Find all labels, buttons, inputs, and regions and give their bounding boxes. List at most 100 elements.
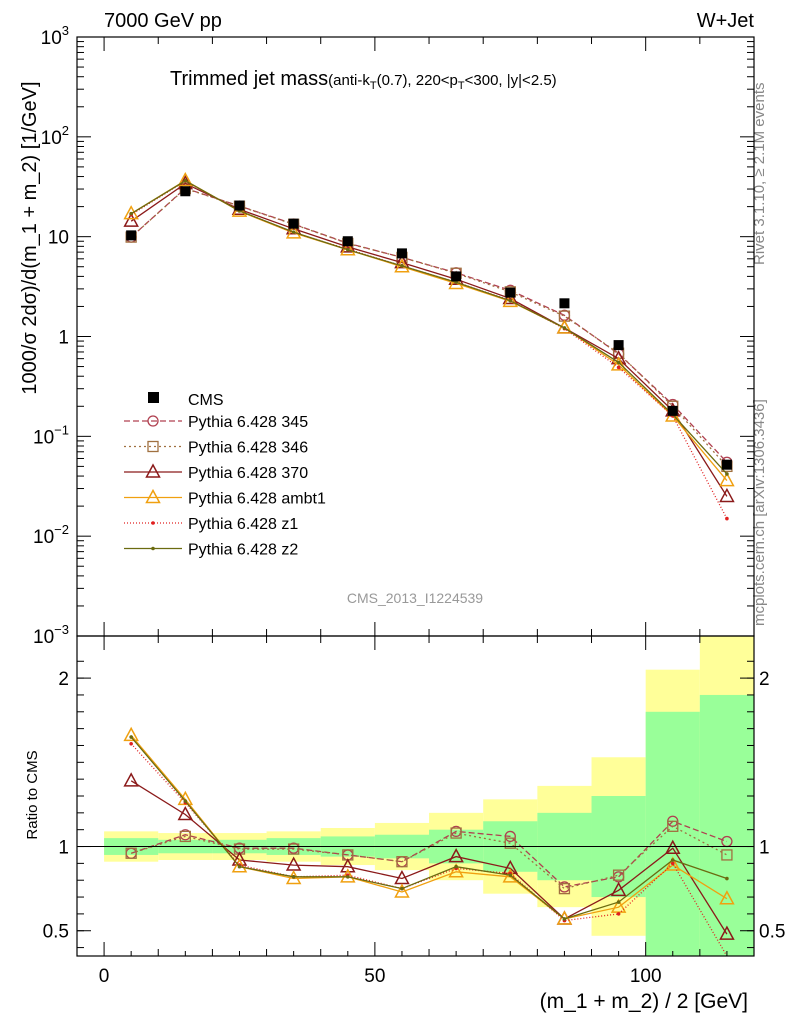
y-tick-label: 10−1 bbox=[33, 422, 69, 448]
ratio-3-point bbox=[285, 869, 302, 885]
ratio-tick-label-right: 1 bbox=[759, 838, 770, 859]
ratio-5-point bbox=[725, 876, 729, 881]
ratio-3-point bbox=[123, 726, 139, 742]
green-band-bin bbox=[645, 711, 700, 956]
legend-label-1: Pythia 6.428 346 bbox=[188, 440, 308, 457]
series-4-point bbox=[616, 365, 621, 370]
ratio-1-point bbox=[721, 849, 733, 861]
ratio-1-point bbox=[125, 847, 137, 859]
ratio-5-point bbox=[183, 799, 188, 803]
series-3-point bbox=[394, 258, 410, 273]
ratio-tick-label: 1 bbox=[58, 838, 69, 859]
ratio-5-point bbox=[129, 735, 133, 739]
ratio-1-point bbox=[396, 856, 408, 868]
uncertainty-bands bbox=[104, 636, 754, 956]
ratio-3-point bbox=[340, 868, 356, 883]
ratio-3-point bbox=[719, 890, 735, 905]
cms-data-point bbox=[451, 271, 462, 282]
x-tick-label: 100 bbox=[630, 966, 662, 987]
ratio-3-point bbox=[394, 883, 410, 898]
ratio-2-point bbox=[610, 881, 627, 897]
ratio-line-1 bbox=[131, 825, 728, 890]
series-3-point bbox=[177, 171, 194, 187]
ratio-5-point bbox=[616, 900, 621, 904]
legend-marker-3 bbox=[145, 488, 161, 504]
cms-data-point bbox=[234, 200, 245, 211]
y-axis-label: 1000/σ 2dσ)/d(m_1 + m_2) [1/GeV] bbox=[19, 81, 41, 394]
ratio-5-point bbox=[400, 886, 404, 891]
cms-data-point bbox=[721, 459, 732, 470]
series-2-point bbox=[719, 487, 735, 503]
legend-marker-4 bbox=[151, 521, 155, 525]
ratio-1-point bbox=[667, 820, 679, 832]
series-3-point bbox=[448, 274, 464, 290]
ratio-5-point bbox=[562, 917, 567, 921]
legend-label-3: Pythia 6.428 ambt1 bbox=[188, 491, 326, 508]
series-5-point bbox=[346, 247, 350, 252]
ratio-line-5 bbox=[130, 736, 728, 920]
ratio-1-point bbox=[287, 843, 300, 855]
ratio-tick-label: 0.5 bbox=[43, 922, 69, 943]
cms-data-point bbox=[613, 340, 624, 351]
legend-cms-marker bbox=[148, 392, 159, 403]
series-5-point bbox=[183, 178, 188, 183]
y-tick-label: 1 bbox=[58, 328, 69, 349]
ratio-2-point bbox=[719, 925, 735, 940]
cms-data-point bbox=[342, 236, 353, 247]
chart-subtitle: (anti-kT(0.7), 220<pT<300, |y|<2.5) bbox=[328, 72, 557, 92]
series-3-point bbox=[719, 472, 735, 487]
ratio-1-point bbox=[450, 827, 462, 839]
series-5-point bbox=[616, 360, 621, 365]
ratio-tick-label-right: 0.5 bbox=[759, 922, 785, 943]
watermark: CMS_2013_I1224539 bbox=[347, 590, 483, 606]
series-line-3 bbox=[130, 179, 728, 482]
ratio-line-2 bbox=[130, 780, 728, 935]
legend-marker-2 bbox=[145, 463, 161, 478]
series-5-point bbox=[400, 264, 404, 268]
ratio-1-point bbox=[558, 882, 571, 895]
cms-data-point bbox=[288, 218, 299, 229]
ratio-1-point bbox=[612, 869, 625, 881]
series-3-point bbox=[610, 356, 627, 371]
series-3-point bbox=[285, 224, 302, 239]
series-5-point bbox=[562, 326, 567, 330]
ratio-1-point bbox=[504, 837, 516, 849]
cms-data-point bbox=[126, 230, 137, 241]
ratio-4-point bbox=[129, 741, 133, 746]
ratio-2-point bbox=[340, 858, 356, 873]
ratio-tick-label-right: 2 bbox=[759, 669, 770, 690]
ratio-5-point bbox=[508, 873, 513, 877]
cms-data-point bbox=[667, 405, 678, 416]
ratio-5-point bbox=[454, 864, 458, 869]
ratio-1-point bbox=[179, 830, 191, 843]
series-5-point bbox=[508, 298, 513, 303]
legend-label-0: Pythia 6.428 345 bbox=[188, 414, 308, 431]
series-line-5 bbox=[130, 180, 728, 475]
ratio-2-point bbox=[123, 772, 139, 787]
cms-data-point bbox=[396, 248, 407, 259]
ratio-5-point bbox=[291, 875, 296, 879]
chart-title: Trimmed jet mass(anti-kT(0.7), 220<pT<30… bbox=[170, 68, 557, 92]
legend-label-2: Pythia 6.428 370 bbox=[188, 465, 308, 482]
main-frame bbox=[76, 36, 755, 637]
legend-marker-1 bbox=[147, 440, 159, 453]
main-panel bbox=[123, 171, 735, 521]
ratio-2-point bbox=[448, 848, 464, 863]
ratio-y-axis-label: Ratio to CMS bbox=[24, 750, 41, 839]
ratio-4-point bbox=[616, 912, 621, 916]
y-tick-label: 10−2 bbox=[33, 522, 69, 548]
series-5-point bbox=[291, 230, 296, 234]
ratio-2-point bbox=[177, 805, 194, 821]
rivet-label: Rivet 3.1.10, ≥ 2.1M events bbox=[751, 83, 768, 266]
y-tick-label: 10 bbox=[48, 228, 69, 249]
ratio-panel bbox=[77, 726, 754, 957]
ratio-4-point bbox=[670, 861, 675, 866]
series-4-point bbox=[725, 516, 729, 521]
cms-data-point bbox=[559, 298, 570, 309]
x-axis-label: (m_1 + m_2) / 2 [GeV] bbox=[540, 990, 748, 1013]
cms-data-point bbox=[505, 287, 516, 298]
legend-marker-5 bbox=[151, 546, 155, 551]
ratio-3-point bbox=[665, 856, 681, 871]
